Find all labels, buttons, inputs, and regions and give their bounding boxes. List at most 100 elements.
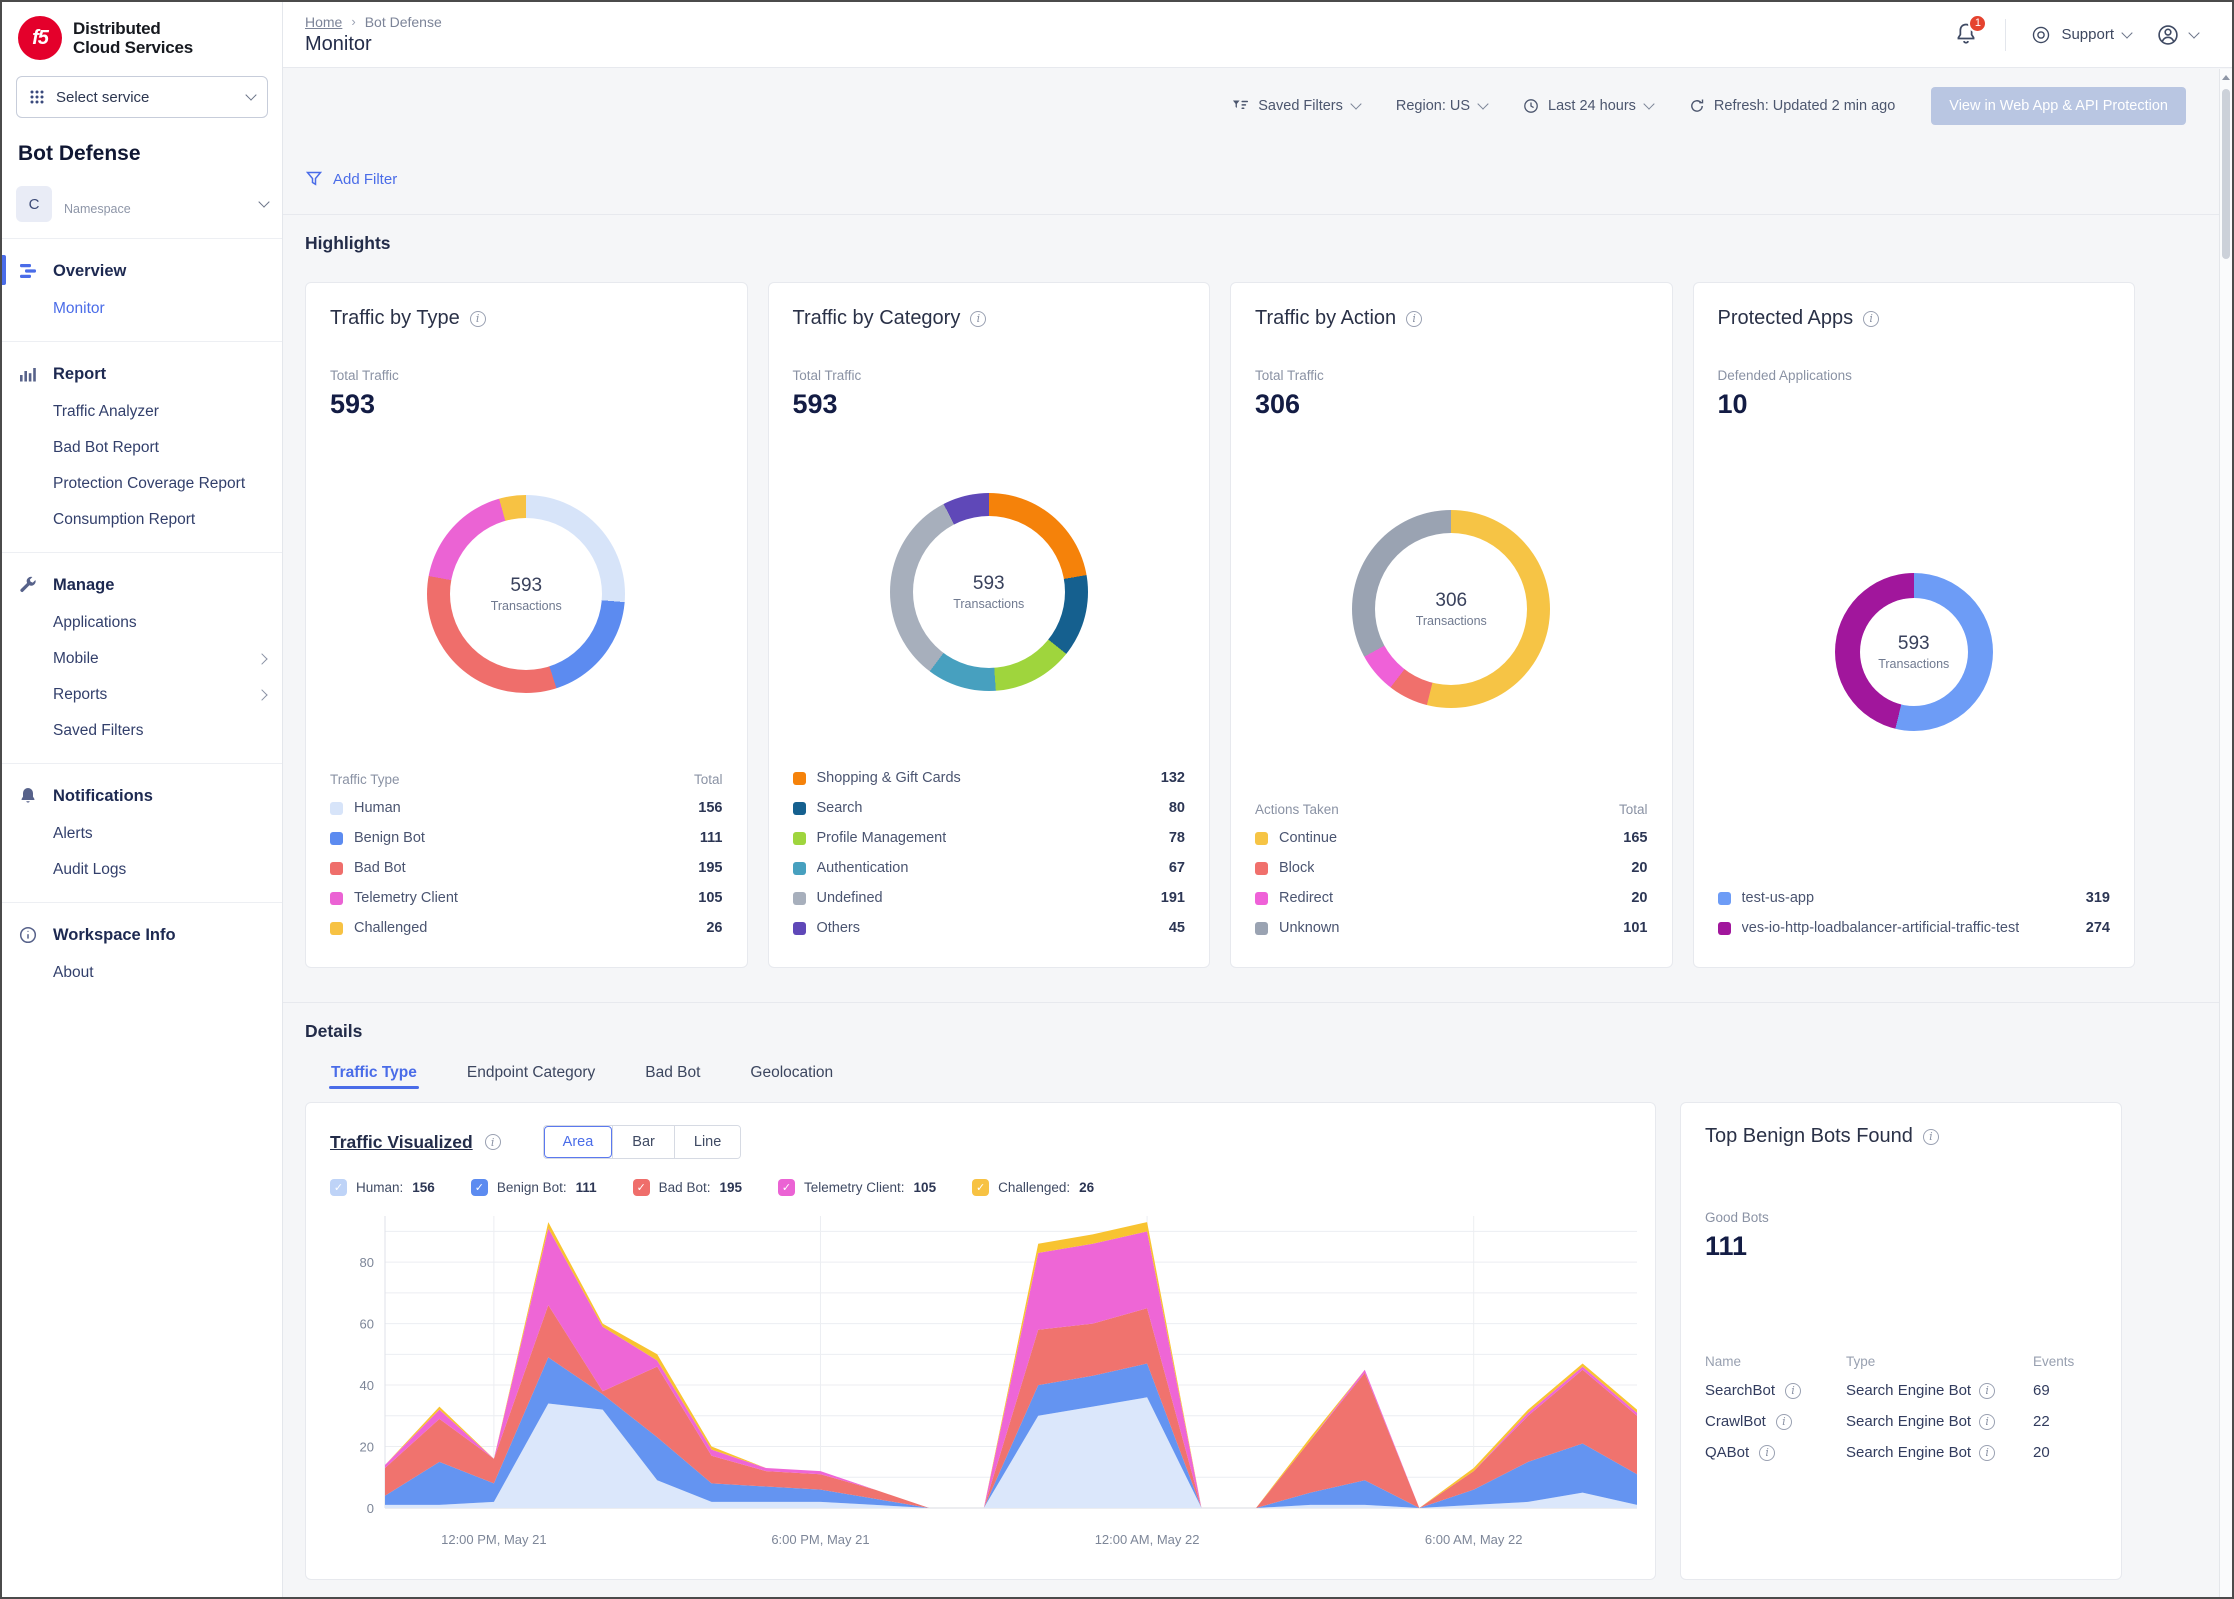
sidebar-item-protection-coverage-report[interactable]: Protection Coverage Report xyxy=(53,475,246,492)
region-label: Region: US xyxy=(1395,98,1471,114)
info-icon[interactable]: i xyxy=(1406,310,1423,327)
page-title: Monitor xyxy=(305,32,372,55)
details-area: Traffic Type Endpoint Category Bad Bot Geol… xyxy=(283,1042,2232,1580)
legend-row-ves-io-http-loadbalancer-artificial-traffic-test[interactable]: ves-io-http-loadbalancer-artificial-traf… xyxy=(1717,913,2110,943)
sidebar-item-audit-logs[interactable]: Audit Logs xyxy=(53,861,127,878)
legend-row-continue[interactable]: Continue 165 xyxy=(1255,823,1648,853)
time-range-dropdown[interactable]: Last 24 hours xyxy=(1523,98,1655,114)
legend-check-benign-bot[interactable]: ✓ Benign Bot: 111 xyxy=(470,1179,597,1196)
sidebar-item-applications[interactable]: Applications xyxy=(53,614,137,631)
legend-check-label: Human: xyxy=(356,1180,404,1195)
info-icon[interactable]: i xyxy=(970,310,987,327)
tab-geolocation[interactable]: Geolocation xyxy=(750,1064,834,1081)
grid-icon xyxy=(29,89,45,105)
card-title-label: Traffic by Category xyxy=(792,307,961,329)
support-menu[interactable]: Support xyxy=(2030,24,2133,46)
info-icon[interactable]: i xyxy=(1922,1128,1939,1145)
legend-swatch xyxy=(792,771,806,785)
table-row-qabot[interactable]: QABot i Search Engine Bot i 20 xyxy=(1705,1437,2097,1468)
legend-row-authentication[interactable]: Authentication 67 xyxy=(792,853,1185,883)
legend-header: Actions Taken Total xyxy=(1255,797,1648,823)
legend-row-block[interactable]: Block 20 xyxy=(1255,853,1648,883)
sidebar-item-traffic-analyzer[interactable]: Traffic Analyzer xyxy=(53,403,159,420)
legend-row-bad-bot[interactable]: Bad Bot 195 xyxy=(330,853,723,883)
legend-row-undefined[interactable]: Undefined 191 xyxy=(792,883,1185,913)
tab-bad-bot[interactable]: Bad Bot xyxy=(645,1064,701,1081)
sidebar-item-overview[interactable]: Overview xyxy=(2,249,282,291)
info-icon[interactable]: i xyxy=(1759,1444,1776,1461)
legend-row-search[interactable]: Search 80 xyxy=(792,793,1185,823)
donut-chart: 593 Transactions xyxy=(427,494,626,693)
sidebar-item-consumption-report[interactable]: Consumption Report xyxy=(53,511,196,528)
table-row-crawlbot[interactable]: CrawlBot i Search Engine Bot i 22 xyxy=(1705,1406,2097,1437)
info-icon[interactable]: i xyxy=(1979,1444,1996,1461)
table-row-searchbot[interactable]: SearchBot i Search Engine Bot i 69 xyxy=(1705,1375,2097,1406)
legend-row-unknown[interactable]: Unknown 101 xyxy=(1255,913,1648,943)
legend-row-challenged[interactable]: Challenged 26 xyxy=(330,913,723,943)
metric-label: Total Traffic xyxy=(330,368,399,383)
saved-filters-dropdown[interactable]: Saved Filters xyxy=(1232,98,1362,114)
tab-traffic-type[interactable]: Traffic Type xyxy=(329,1056,419,1095)
refresh-button[interactable]: Refresh: Updated 2 min ago xyxy=(1689,98,1895,114)
legend-row-telemetry-client[interactable]: Telemetry Client 105 xyxy=(330,883,723,913)
checkbox-icon: ✓ xyxy=(470,1179,488,1196)
metric-value: 10 xyxy=(1717,389,1748,419)
legend-check-human[interactable]: ✓ Human: 156 xyxy=(330,1179,435,1196)
legend-label: ves-io-http-loadbalancer-artificial-traf… xyxy=(1741,920,2020,936)
sidebar-item-mobile[interactable]: Mobile xyxy=(2,641,282,677)
info-icon[interactable]: i xyxy=(1785,1382,1802,1399)
legend-row-others[interactable]: Others 45 xyxy=(792,913,1185,943)
legend-row-shopping-gift-cards[interactable]: Shopping & Gift Cards 132 xyxy=(792,763,1185,793)
view-in-waap-button[interactable]: View in Web App & API Protection xyxy=(1931,87,2186,125)
legend-row-redirect[interactable]: Redirect 20 xyxy=(1255,883,1648,913)
mode-line[interactable]: Line xyxy=(673,1126,741,1158)
info-icon[interactable]: i xyxy=(1979,1413,1996,1430)
vertical-scrollbar[interactable] xyxy=(2219,69,2232,1597)
account-menu[interactable] xyxy=(2155,22,2200,48)
mode-area[interactable]: Area xyxy=(543,1126,613,1158)
info-icon[interactable]: i xyxy=(484,1134,501,1150)
region-dropdown[interactable]: Region: US xyxy=(1395,98,1489,114)
legend-check-challenged[interactable]: ✓ Challenged: 26 xyxy=(972,1179,1094,1196)
legend-row-test-us-app[interactable]: test-us-app 319 xyxy=(1717,883,2110,913)
sidebar-item-monitor[interactable]: Monitor xyxy=(53,300,105,317)
info-icon[interactable]: i xyxy=(1979,1382,1996,1399)
tab-endpoint-category[interactable]: Endpoint Category xyxy=(466,1064,596,1081)
notifications-button[interactable]: 1 xyxy=(1953,13,1988,49)
legend-check-bad-bot[interactable]: ✓ Bad Bot: 195 xyxy=(632,1179,742,1196)
legend-value: 191 xyxy=(1160,890,1185,906)
add-filter-button[interactable]: Add Filter xyxy=(283,144,419,214)
sidebar-item-about[interactable]: About xyxy=(53,964,94,981)
top-header: Home › Bot Defense Monitor 1 xyxy=(283,2,2232,68)
service-selector[interactable]: Select service xyxy=(16,76,268,118)
legend-label: Redirect xyxy=(1279,890,1333,906)
sidebar-item-alerts[interactable]: Alerts xyxy=(53,825,93,842)
info-icon[interactable]: i xyxy=(469,310,486,327)
legend-check-telemetry-client[interactable]: ✓ Telemetry Client: 105 xyxy=(778,1179,936,1196)
legend-check-value: 195 xyxy=(719,1180,742,1195)
legend-label: test-us-app xyxy=(1741,890,1815,906)
scroll-up-arrow-icon[interactable] xyxy=(2220,69,2232,85)
traffic-visualized-title[interactable]: Traffic Visualized xyxy=(330,1131,473,1152)
sidebar-item-report[interactable]: Report xyxy=(2,352,282,394)
namespace-selector[interactable]: C Namespace xyxy=(16,186,270,222)
sidebar-item-bad-bot-report[interactable]: Bad Bot Report xyxy=(53,439,159,456)
sidebar-item-notifications[interactable]: Notifications xyxy=(2,774,282,816)
sidebar-item-workspace-info[interactable]: Workspace Info xyxy=(2,913,282,955)
info-icon[interactable]: i xyxy=(1863,310,1880,327)
sidebar-item-saved-filters[interactable]: Saved Filters xyxy=(53,722,144,739)
donut-chart: 593 Transactions xyxy=(889,492,1088,691)
sidebar-item-manage[interactable]: Manage xyxy=(2,563,282,605)
scrollbar-thumb[interactable] xyxy=(2222,89,2230,259)
legend-row-human[interactable]: Human 156 xyxy=(330,793,723,823)
breadcrumb-home-link[interactable]: Home xyxy=(305,13,343,30)
info-icon[interactable]: i xyxy=(1775,1413,1792,1430)
sidebar-item-reports[interactable]: Reports xyxy=(2,677,282,713)
mode-bar[interactable]: Bar xyxy=(612,1126,674,1158)
legend-row-benign-bot[interactable]: Benign Bot 111 xyxy=(330,823,723,853)
legend-row-profile-management[interactable]: Profile Management 78 xyxy=(792,823,1185,853)
brand-logo[interactable]: f5 Distributed Cloud Services xyxy=(2,14,282,60)
card-title: Protected Apps i xyxy=(1718,307,2111,330)
checkbox-icon: ✓ xyxy=(972,1179,990,1196)
svg-text:60: 60 xyxy=(360,1317,374,1332)
